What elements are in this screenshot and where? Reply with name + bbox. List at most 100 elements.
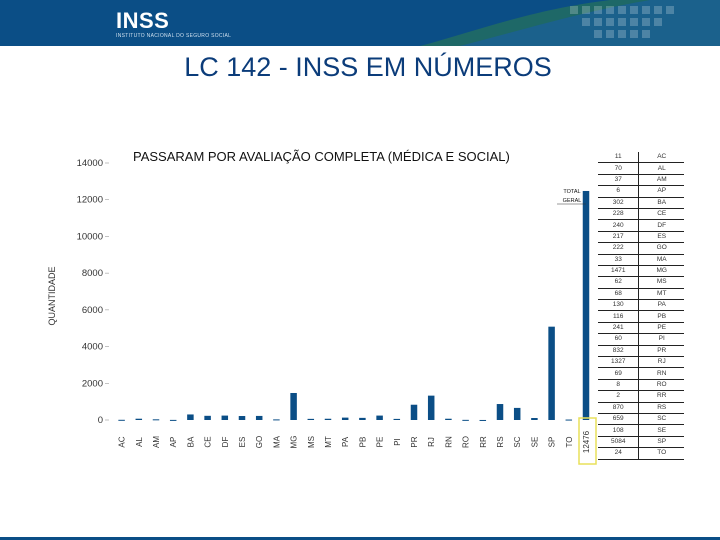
row-value: 870	[598, 402, 640, 415]
row-value: 130	[598, 299, 640, 312]
bar-mg	[290, 392, 297, 420]
bar-rj	[427, 395, 435, 420]
table-row: 24 TO	[598, 447, 684, 460]
table-row: 68 MT	[598, 288, 684, 301]
table-row: 240 DF	[598, 219, 684, 232]
x-tick-label: MS	[307, 436, 316, 448]
bar-al	[135, 418, 143, 420]
bar-pb	[359, 417, 366, 420]
row-value: 6	[598, 185, 640, 198]
header-bar: INSS INSTITUTO NACIONAL DO SEGURO SOCIAL	[0, 0, 720, 46]
bar-pr	[410, 404, 418, 420]
row-value: 60	[598, 333, 640, 346]
table-row: 69 RN	[598, 367, 684, 380]
row-state: RR	[638, 390, 684, 403]
x-tick-label: SC	[513, 436, 522, 447]
row-state: RO	[638, 379, 684, 392]
bar-ap	[169, 419, 177, 421]
row-value: 108	[598, 424, 640, 437]
x-tick-label: PR	[410, 436, 419, 447]
table-row: 5084 SP	[598, 436, 684, 449]
x-tick-label: ES	[238, 437, 247, 448]
row-state: RN	[638, 367, 684, 380]
table-row: 130 PA	[598, 299, 684, 312]
x-tick-label: AC	[118, 436, 127, 447]
row-value: 33	[598, 254, 640, 266]
row-value: 1471	[598, 265, 640, 278]
bar-es	[238, 416, 246, 420]
row-value: 659	[598, 413, 640, 426]
row-state: MS	[638, 276, 684, 289]
row-state: ES	[638, 231, 684, 244]
row-state: MA	[638, 254, 684, 266]
y-tick-label: 8000	[82, 268, 103, 279]
x-tick-label: DF	[221, 437, 230, 448]
row-value: 302	[598, 197, 640, 209]
row-value: 222	[598, 242, 640, 255]
x-tick-label: PI	[393, 438, 402, 446]
x-tick-label: CE	[204, 436, 213, 447]
table-row: 70 AL	[598, 162, 684, 175]
bar-sc	[513, 407, 521, 420]
table-row: 870 RS	[598, 402, 684, 415]
x-tick-label: 12476	[582, 430, 591, 453]
row-state: SC	[638, 413, 684, 426]
row-value: 2	[598, 390, 640, 403]
x-tick-label: RS	[496, 436, 505, 447]
x-tick-label: BA	[186, 436, 195, 447]
bar-sp	[548, 326, 555, 420]
row-value: 24	[598, 447, 640, 460]
row-state: AC	[638, 152, 684, 164]
table-row: 659 SC	[598, 413, 684, 426]
row-state: PI	[638, 333, 684, 346]
table-row: 217 ES	[598, 231, 684, 244]
x-tick-label: PE	[376, 437, 385, 448]
bar-se	[531, 418, 538, 420]
bar-am	[152, 419, 160, 421]
state-values-table: 11 AC 70 AL 37 AM 6 AP 302 BA 228 CE 240 DF 217 ES 222 GO…	[598, 152, 684, 460]
bar-ac	[118, 419, 125, 421]
row-value: 62	[598, 276, 640, 289]
bar-go	[255, 415, 263, 420]
footer-bar	[0, 537, 720, 540]
row-state: SP	[638, 436, 684, 449]
x-tick-label: MG	[290, 436, 299, 449]
y-tick-label: 14000	[77, 158, 103, 169]
row-value: 8	[598, 379, 640, 392]
bar-df	[221, 415, 229, 420]
table-row: 11 AC	[598, 152, 684, 164]
row-state: GO	[638, 242, 684, 255]
y-tick-label: 4000	[82, 342, 103, 353]
table-row: 1471 MG	[598, 265, 684, 278]
bar-rr	[479, 419, 487, 421]
bar-mt	[324, 418, 332, 420]
total-annotation: TOTAL GERAL	[563, 189, 582, 204]
bar-to	[565, 419, 573, 421]
x-tick-label: GO	[255, 436, 264, 448]
row-state: DF	[638, 219, 684, 232]
row-state: CE	[638, 208, 684, 221]
row-state: SE	[638, 424, 684, 437]
x-tick-label: MT	[324, 436, 333, 448]
row-state: PE	[638, 322, 684, 335]
table-row: 8 RO	[598, 379, 684, 392]
x-tick-label: RR	[479, 436, 488, 448]
table-row: 228 CE	[598, 208, 684, 221]
bar-ba	[187, 414, 194, 420]
row-value: 37	[598, 174, 640, 187]
row-value: 116	[598, 310, 640, 323]
table-row: 62 MS	[598, 276, 684, 289]
y-tick-label: 10000	[77, 231, 103, 242]
header-decoration	[420, 0, 720, 46]
x-tick-label: RN	[444, 436, 453, 448]
table-row: 6 AP	[598, 185, 684, 198]
x-tick-label: AM	[152, 436, 161, 448]
row-state: RJ	[638, 356, 684, 369]
table-row: 60 PI	[598, 333, 684, 346]
row-state: PB	[638, 310, 684, 323]
table-row: 241 PE	[598, 322, 684, 335]
y-tick-label: 6000	[82, 305, 103, 316]
row-value: 68	[598, 288, 640, 301]
table-row: 116 PB	[598, 310, 684, 323]
